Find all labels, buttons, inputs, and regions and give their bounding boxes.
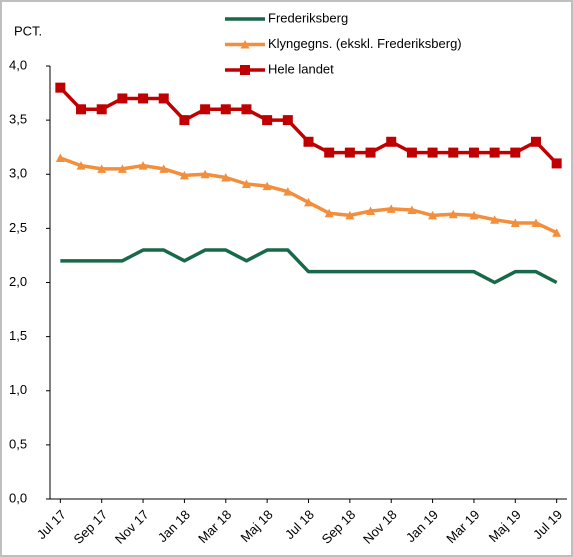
data-point [200,104,211,115]
y-tick-label: 1,0 [9,382,27,397]
data-point [510,218,520,227]
data-point [159,164,169,173]
data-point [97,164,107,173]
data-point [96,104,107,115]
data-point [117,93,128,104]
data-point [138,161,148,170]
y-tick-label: 0,5 [9,436,27,451]
legend-label: Frederiksberg [268,10,348,25]
data-point [241,104,252,115]
data-point [220,104,231,115]
data-point [366,206,376,216]
data-point [76,161,86,170]
data-point [490,215,500,224]
data-point [344,147,355,158]
data-point [552,228,562,237]
data-point [324,208,334,218]
legend-label: Klyngegns. (ekskl. Frederiksberg) [268,36,462,51]
data-point [510,147,521,158]
y-tick-label: 4,0 [9,57,27,72]
y-tick-label: 2,5 [9,220,27,235]
y-tick-label: 0,0 [9,490,27,505]
data-point [448,209,458,219]
data-point [448,147,459,158]
data-point [138,93,149,104]
data-point [55,82,66,93]
series-line [60,248,558,285]
data-point [551,158,562,169]
data-point [117,164,127,173]
y-tick-label: 3,0 [9,166,27,181]
data-point [427,147,438,158]
data-point [530,136,541,147]
data-point [76,104,87,115]
data-point [386,204,396,213]
y-axis-label: PCT. [14,23,42,38]
data-point [200,169,210,179]
data-point [324,147,335,158]
data-point [55,153,65,163]
data-point [303,136,314,147]
legend-marker [240,65,250,75]
data-point [428,210,438,220]
legend-marker [240,40,250,49]
y-tick-label: 2,0 [9,274,27,289]
data-point [345,210,355,220]
y-tick-label: 3,5 [9,112,27,127]
data-point [179,115,190,126]
data-point [469,210,479,220]
data-point [386,136,397,147]
data-point [304,197,313,207]
data-point [468,147,479,158]
data-point [531,218,541,227]
y-tick-label: 1,5 [9,328,27,343]
data-point [406,147,417,158]
data-point [179,170,189,180]
data-point [158,93,169,104]
data-point [407,205,417,214]
data-point [262,181,272,191]
data-point [262,115,273,126]
data-point [365,147,376,158]
data-point [241,179,251,188]
legend-label: Hele landet [268,61,334,76]
data-point [221,172,231,182]
data-point [283,187,293,196]
data-point [489,147,500,158]
data-point [282,115,293,126]
